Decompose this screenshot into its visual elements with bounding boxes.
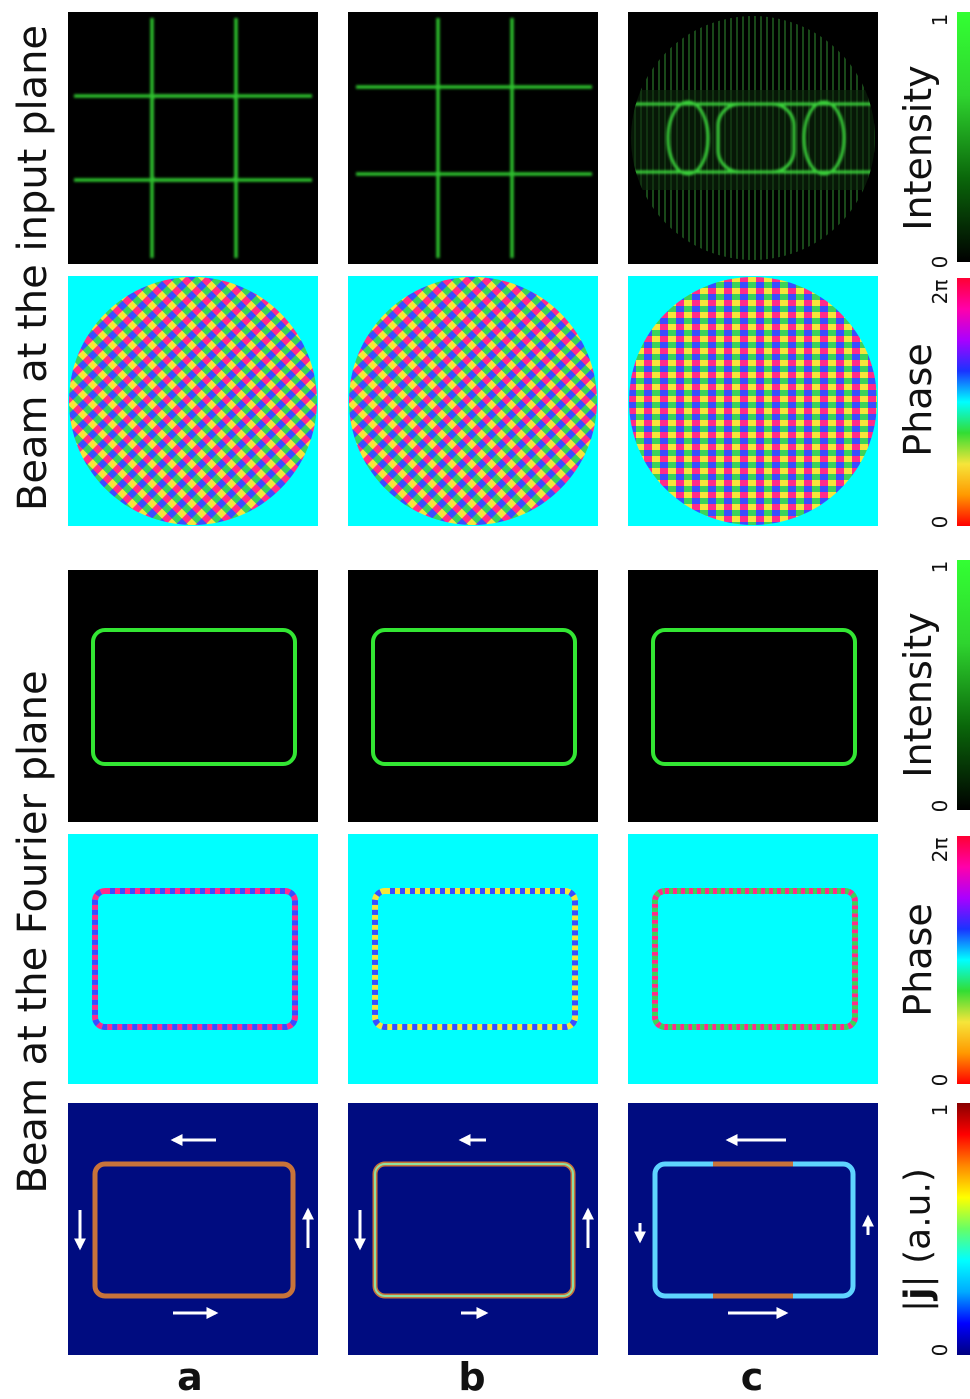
colorbar-fourier-phase-max: 2π (928, 837, 952, 863)
column-label-a: a (177, 1355, 203, 1399)
colorbar-input-phase-title: Phase (896, 343, 940, 457)
input-plane-label: Beam at the input plane (10, 24, 56, 512)
panel-input-phase-c (628, 276, 878, 526)
colorbar-current-min: 0 (928, 1343, 952, 1357)
column-label-b: b (458, 1355, 486, 1399)
panel-input-phase-b (348, 276, 598, 526)
colorbar-input-phase-min: 0 (928, 515, 952, 529)
colorbar-fourier-intensity (957, 560, 970, 810)
colorbar-fourier-phase (957, 836, 970, 1084)
panel-fourier-phase-b (348, 834, 598, 1084)
fourier-plane-label: Beam at the Fourier plane (10, 670, 56, 1194)
colorbar-input-intensity-title: Intensity (896, 65, 940, 231)
colorbar-current (957, 1103, 970, 1355)
panel-input-phase-a (68, 276, 318, 526)
column-label-c: c (740, 1355, 764, 1399)
panel-fourier-intensity-b (348, 570, 598, 822)
panel-fourier-phase-a (68, 834, 318, 1084)
colorbar-current-title-symbol: j (897, 1287, 939, 1300)
colorbar-fourier-intensity-title: Intensity (896, 612, 940, 778)
panel-fourier-phase-c (628, 834, 878, 1084)
panel-current-a (68, 1103, 318, 1355)
colorbar-input-phase (957, 278, 970, 526)
colorbar-input-intensity (957, 12, 970, 262)
panel-fourier-intensity-c (628, 570, 878, 822)
colorbar-input-intensity-max: 1 (928, 13, 952, 27)
panel-fourier-intensity-a (68, 570, 318, 822)
panel-input-intensity-c (628, 12, 878, 264)
colorbar-fourier-phase-title: Phase (896, 903, 940, 1017)
panel-input-intensity-b (348, 12, 598, 264)
colorbar-current-title-suffix: | (a.u.) (897, 1168, 939, 1288)
colorbar-input-intensity-min: 0 (928, 255, 952, 269)
panel-current-b (348, 1103, 598, 1355)
colorbar-fourier-phase-min: 0 (928, 1073, 952, 1087)
colorbar-current-title-prefix: | (897, 1299, 939, 1312)
colorbar-fourier-intensity-max: 1 (928, 560, 952, 574)
panel-input-intensity-a (68, 12, 318, 264)
colorbar-current-max: 1 (928, 1103, 952, 1117)
colorbar-input-phase-max: 2π (928, 279, 952, 305)
colorbar-current-title: |j| (a.u.) (898, 1168, 939, 1312)
panel-current-c (628, 1103, 878, 1355)
colorbar-fourier-intensity-min: 0 (928, 799, 952, 813)
